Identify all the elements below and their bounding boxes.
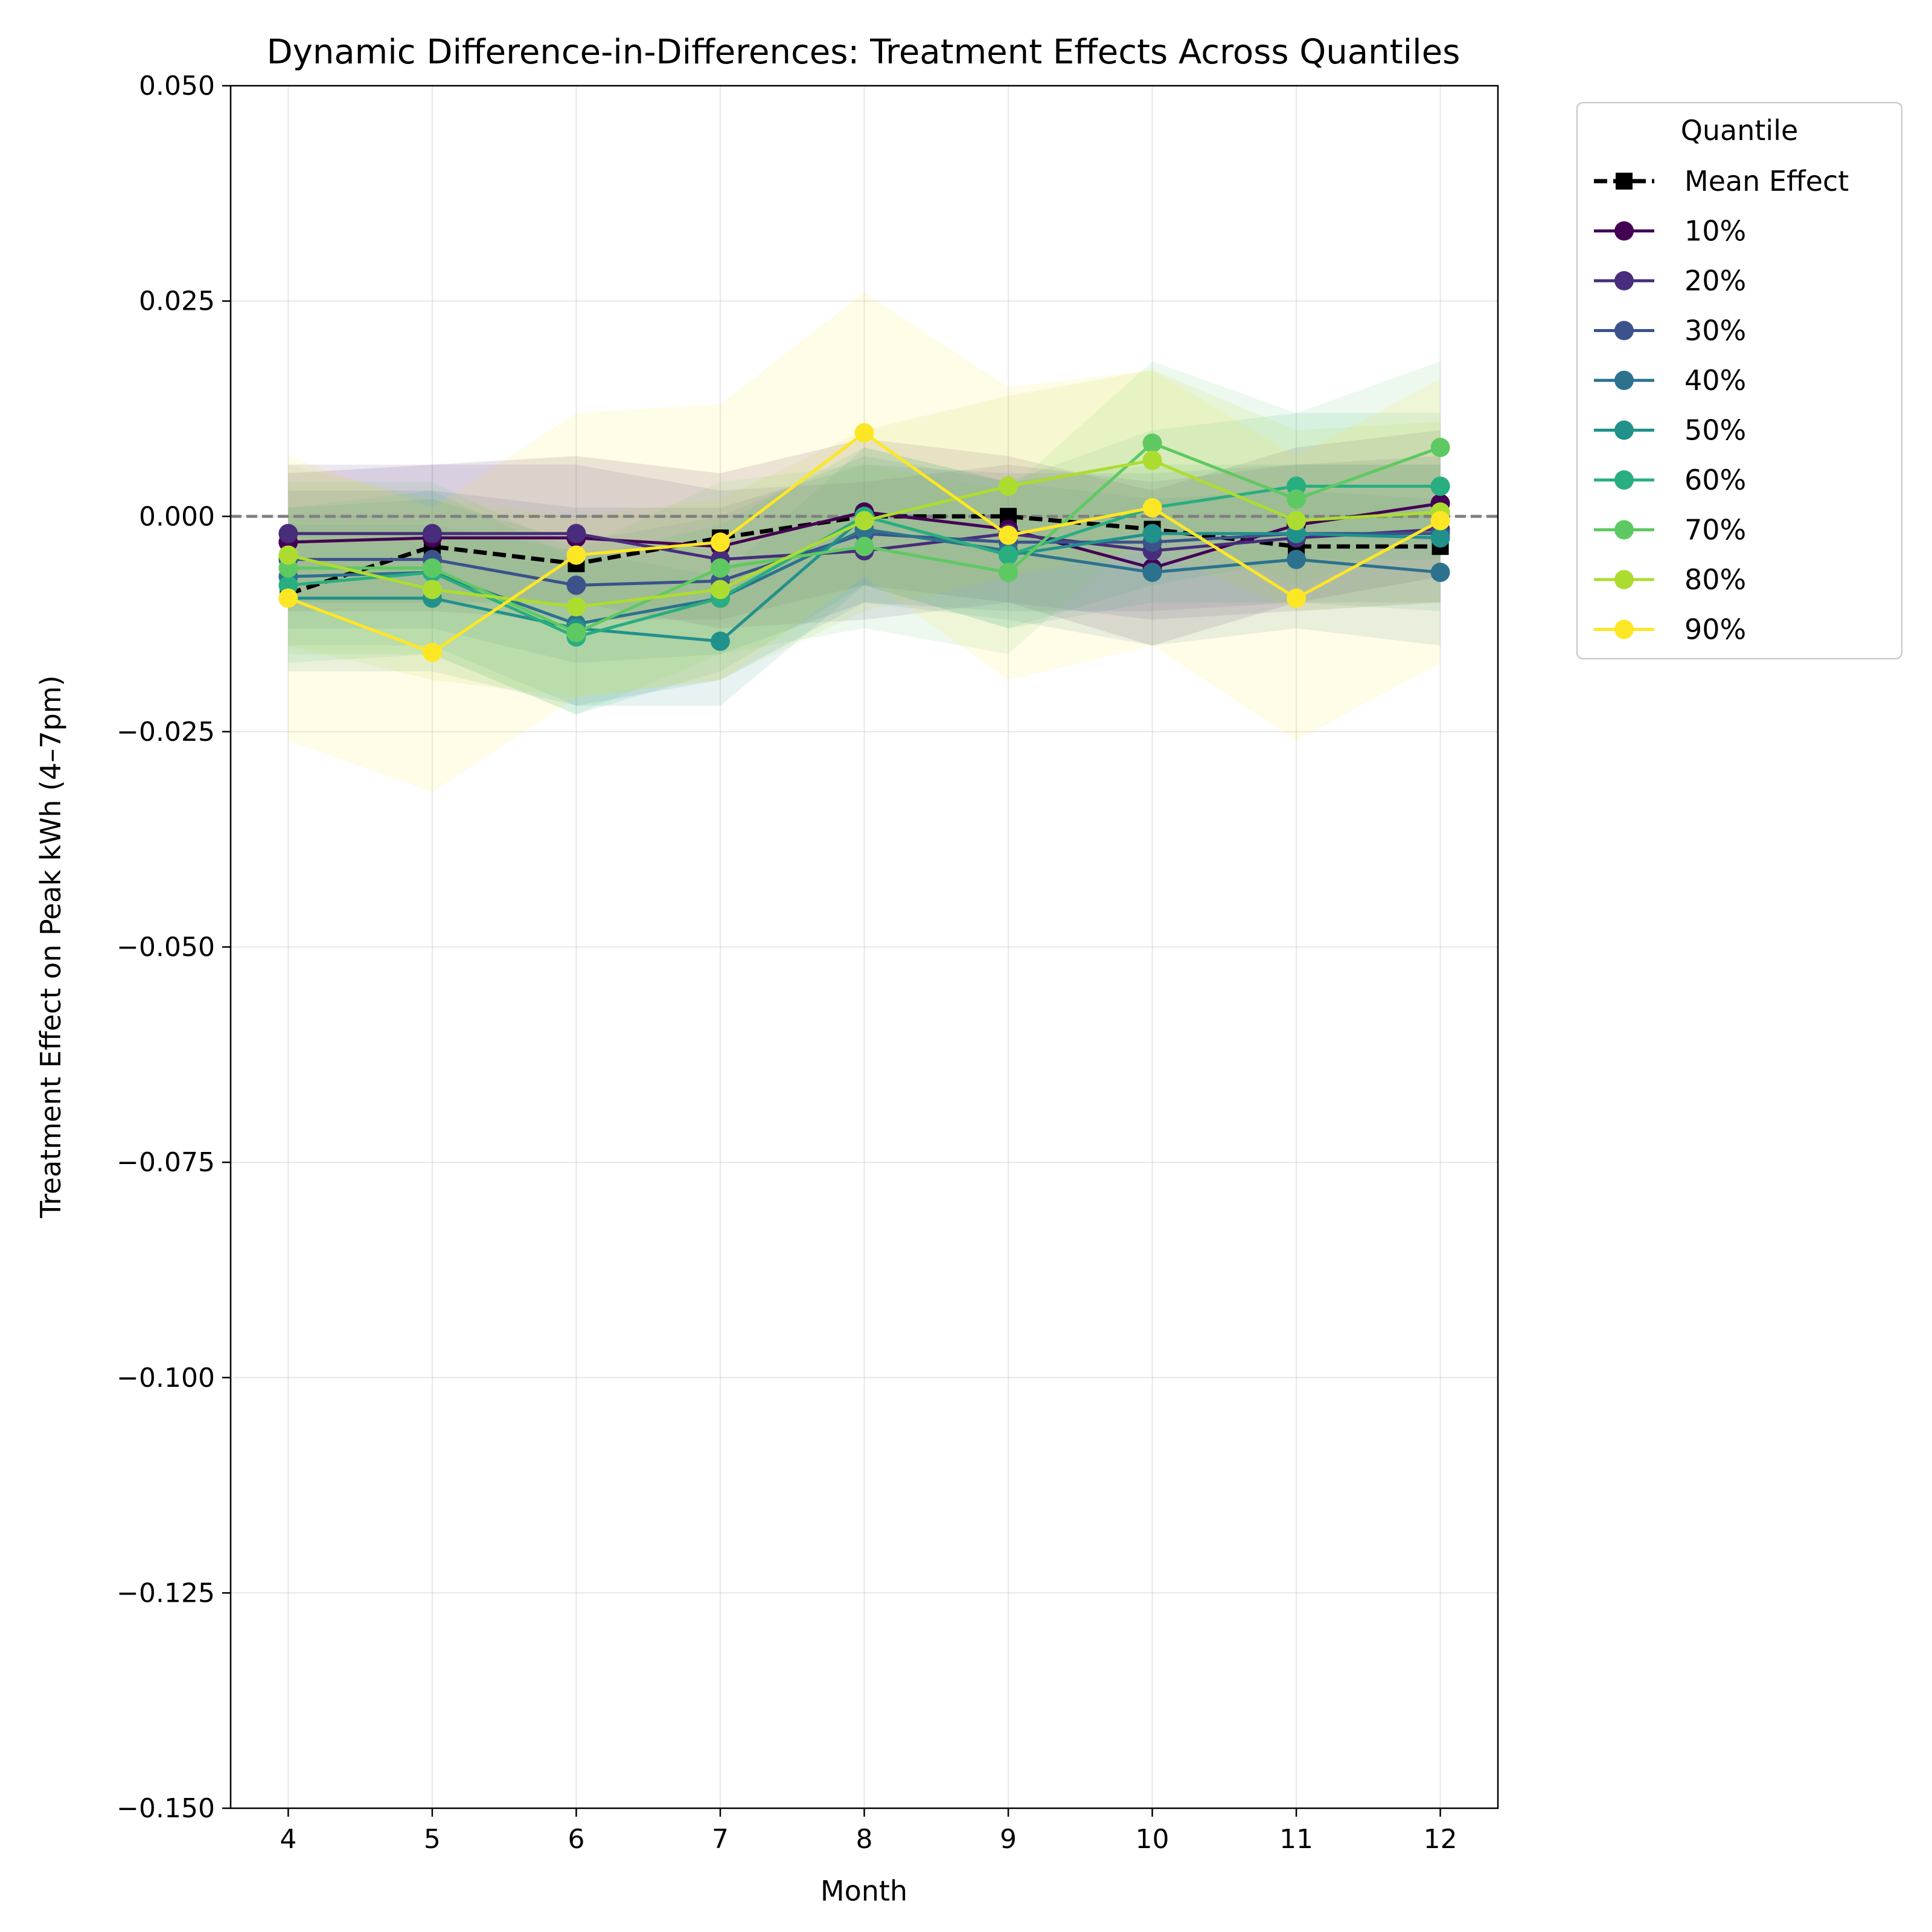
marker-30pct: [566, 575, 586, 595]
y-axis-label: Treatment Effect on Peak kWh (4–7pm): [34, 676, 67, 1219]
marker-90pct: [1142, 497, 1162, 517]
marker-70pct: [1142, 433, 1162, 453]
x-tick-label: 5: [424, 1824, 441, 1855]
legend-item-10pct: 10%: [1594, 215, 1746, 248]
series-lines: [278, 423, 1450, 662]
marker-70pct: [1430, 438, 1450, 458]
y-tick-label: 0.050: [139, 71, 215, 101]
marker-50pct: [1430, 528, 1450, 548]
marker-70pct: [710, 558, 730, 578]
legend-item-30pct: 30%: [1594, 315, 1746, 347]
y-tick-label: −0.075: [117, 1147, 215, 1178]
marker-40pct: [1287, 549, 1307, 569]
marker-90pct: [278, 588, 298, 608]
marker-80pct: [1287, 511, 1307, 531]
y-tick-label: −0.125: [117, 1578, 215, 1608]
legend-swatch-marker: [1614, 520, 1634, 540]
x-tick-label: 9: [1000, 1824, 1017, 1855]
marker-80pct: [422, 580, 442, 600]
marker-90pct: [566, 545, 586, 565]
marker-90pct: [999, 525, 1019, 545]
marker-60pct: [999, 545, 1019, 565]
marker-40pct: [1142, 562, 1162, 582]
legend-items: Mean Effect 10% 20% 30% 40% 50% 60% 70% 80% 90%: [1594, 165, 1849, 646]
marker-70pct: [566, 622, 586, 642]
marker-20pct: [278, 523, 298, 543]
marker-80pct: [278, 545, 298, 565]
legend-label: 80%: [1684, 563, 1746, 596]
marker-40pct: [1430, 562, 1450, 582]
series-70pct: [278, 433, 1450, 642]
marker-80pct: [566, 597, 586, 617]
legend-swatch-marker: [1614, 570, 1634, 589]
marker-50pct: [1142, 523, 1162, 543]
legend-item-50pct: 50%: [1594, 414, 1746, 447]
marker-80pct: [999, 476, 1019, 496]
legend-item-mean-effect: Mean Effect: [1594, 165, 1849, 197]
x-tick-label: 11: [1279, 1824, 1313, 1855]
x-axis-label: Month: [820, 1875, 907, 1907]
x-tick-label: 4: [280, 1824, 296, 1855]
legend-item-20pct: 20%: [1594, 264, 1746, 297]
legend: Quantile Mean Effect 10% 20% 30% 40% 50% 60% 70…: [1576, 101, 1903, 660]
chart-title: Dynamic Difference-in-Differences: Treat…: [267, 33, 1460, 72]
y-tick-label: −0.025: [117, 717, 215, 747]
legend-swatch-marker: [1616, 173, 1633, 190]
y-tick-label: −0.050: [117, 932, 215, 963]
legend-item-60pct: 60%: [1594, 464, 1746, 496]
x-tick-label: 6: [568, 1824, 584, 1855]
x-tick-label: 8: [856, 1824, 873, 1855]
legend-swatch-marker: [1614, 420, 1634, 440]
y-tick-label: −0.100: [117, 1363, 215, 1393]
series-90pct: [278, 423, 1450, 662]
legend-swatch-marker: [1614, 221, 1634, 241]
marker-70pct: [999, 562, 1019, 582]
x-tick-label: 10: [1136, 1824, 1169, 1855]
axis-ticks: 4 5 6 7 8 9 10 11 12 −0.150 −0.125 −0.100 −0.075 −0.0…: [117, 71, 1457, 1855]
legend-frame: [1576, 101, 1903, 660]
legend-label: 60%: [1684, 464, 1746, 496]
legend-swatch-marker: [1614, 619, 1634, 639]
legend-label: 40%: [1684, 364, 1746, 397]
legend-item-40pct: 40%: [1594, 364, 1746, 397]
marker-20pct: [422, 523, 442, 543]
marker-90pct: [710, 533, 730, 552]
legend-swatch-marker: [1614, 470, 1634, 490]
legend-label: 70%: [1684, 514, 1746, 546]
x-tick-label: 7: [712, 1824, 729, 1855]
legend-label: 10%: [1684, 215, 1746, 248]
marker-80pct: [710, 580, 730, 600]
legend-item-90pct: 90%: [1594, 613, 1746, 646]
marker-60pct: [1430, 476, 1450, 496]
legend-item-80pct: 80%: [1594, 563, 1746, 596]
marker-90pct: [1430, 511, 1450, 531]
marker-90pct: [854, 423, 874, 443]
marker-70pct: [854, 537, 874, 557]
legend-swatch-marker: [1614, 321, 1634, 341]
legend-label: 20%: [1684, 264, 1746, 297]
marker-90pct: [422, 642, 442, 662]
legend-label: 90%: [1684, 613, 1746, 646]
legend-title: Quantile: [1681, 114, 1799, 147]
legend-label: Mean Effect: [1684, 165, 1849, 197]
x-tick-label: 12: [1424, 1824, 1457, 1855]
marker-80pct: [1142, 450, 1162, 470]
y-tick-label: −0.150: [117, 1793, 215, 1824]
legend-label: 30%: [1684, 315, 1746, 347]
y-tick-label: 0.025: [139, 286, 215, 317]
legend-swatch-marker: [1614, 271, 1634, 290]
marker-70pct: [422, 558, 442, 578]
legend-label: 50%: [1684, 414, 1746, 447]
marker-90pct: [1287, 588, 1307, 608]
marker-20pct: [566, 523, 586, 543]
marker-80pct: [854, 511, 874, 531]
legend-item-70pct: 70%: [1594, 514, 1746, 546]
marker-70pct: [1287, 489, 1307, 509]
legend-swatch-marker: [1614, 371, 1634, 390]
marker-50pct: [710, 632, 730, 651]
y-tick-label: 0.000: [139, 501, 215, 532]
